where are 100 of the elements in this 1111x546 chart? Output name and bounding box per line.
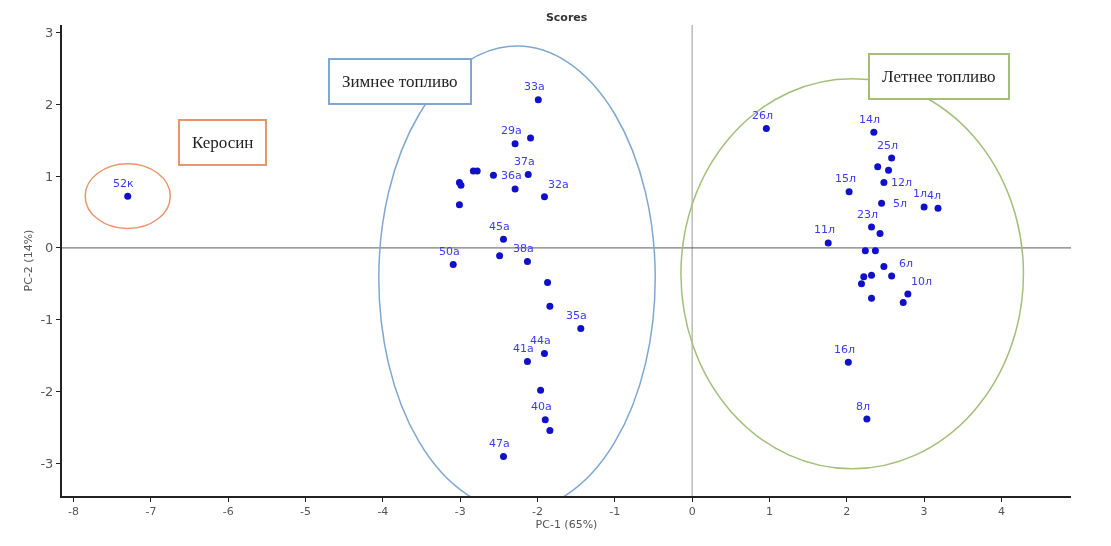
annotation: 35а: [566, 309, 587, 322]
x-tick-label: 1: [765, 505, 773, 519]
point: [868, 223, 876, 231]
point: [511, 140, 519, 148]
point: [546, 302, 554, 310]
annotation: 4л: [927, 189, 942, 202]
point: [878, 199, 886, 207]
y-tick-label: 2: [45, 96, 54, 112]
point: [871, 247, 879, 255]
annotation: 40а: [531, 400, 552, 413]
y-tick-label: 1: [45, 168, 54, 184]
point: [880, 263, 888, 271]
point: [499, 235, 507, 243]
point: [489, 171, 497, 179]
annotation: 1л: [913, 187, 928, 200]
annotation: 36а: [501, 169, 522, 182]
point: [844, 358, 852, 366]
point: [523, 358, 531, 366]
point: [527, 134, 535, 142]
annotation: 6л: [899, 257, 914, 270]
annotation: 14л: [859, 113, 881, 126]
point: [870, 128, 878, 136]
annotation: 50а: [439, 245, 460, 258]
annotation: 12л: [891, 176, 913, 189]
point: [455, 201, 463, 209]
annotation: Зимнее топливо: [342, 72, 458, 91]
annotation: 33а: [524, 80, 545, 93]
point: [863, 415, 871, 423]
x-tick-label: 2: [843, 505, 851, 519]
point: [511, 185, 519, 193]
annotation: 45а: [489, 220, 510, 233]
annotation: Летнее топливо: [882, 67, 996, 86]
y-axis-title: PC-2 (14%): [21, 229, 35, 292]
x-tick-label: 0: [688, 505, 696, 519]
point: [540, 350, 548, 358]
point: [544, 278, 552, 286]
point: [885, 166, 893, 174]
annotation: 32а: [548, 178, 569, 191]
annotation: 16л: [834, 343, 856, 356]
x-tick-label: -3: [454, 505, 466, 519]
x-tick-label: -5: [300, 505, 312, 519]
point: [845, 188, 853, 196]
chart-title: Scores: [545, 11, 588, 25]
annotation: 10л: [911, 275, 933, 288]
point: [537, 386, 545, 394]
annotation: Керосин: [192, 133, 254, 152]
x-tick-label: -1: [609, 505, 621, 519]
y-tick-label: 0: [45, 240, 54, 256]
point: [577, 324, 585, 332]
point: [762, 125, 770, 133]
annotation: 52к: [113, 177, 134, 190]
point: [874, 163, 882, 171]
annotation: 25л: [877, 139, 899, 152]
point: [540, 193, 548, 201]
annotation: 47а: [489, 437, 510, 450]
point: [534, 96, 542, 104]
annotation: 11л: [814, 223, 836, 236]
point: [496, 252, 504, 260]
annotation: 29а: [501, 124, 522, 137]
point: [868, 294, 876, 302]
annotation: 23л: [857, 208, 879, 221]
annotation: 8л: [856, 400, 871, 413]
annotation: 26л: [752, 109, 774, 122]
y-tick-label: 3: [45, 24, 54, 40]
y-tick-label: -1: [40, 312, 54, 328]
x-tick-label: -8: [68, 505, 80, 519]
x-tick-label: -7: [145, 505, 157, 519]
point: [546, 427, 554, 435]
annotation: 38а: [513, 242, 534, 255]
point: [861, 247, 869, 255]
point: [876, 230, 884, 238]
point: [899, 299, 907, 307]
point: [888, 272, 896, 280]
point: [523, 258, 531, 266]
point: [124, 192, 132, 200]
point: [920, 203, 928, 211]
annotation: 15л: [835, 172, 857, 185]
point: [860, 273, 868, 281]
point: [824, 239, 832, 247]
x-tick-label: -4: [377, 505, 389, 519]
point: [934, 204, 942, 212]
annotation: 5л: [893, 197, 908, 210]
point: [499, 452, 507, 460]
point: [449, 260, 457, 268]
point: [888, 154, 896, 162]
y-tick-label: -2: [40, 384, 54, 400]
y-tick-label: -3: [40, 456, 54, 472]
point: [904, 290, 912, 298]
x-axis-title: PC-1 (65%): [535, 518, 598, 532]
annotation: 37а: [514, 155, 535, 168]
point: [541, 416, 549, 424]
point: [524, 171, 532, 179]
x-tick-label: 3: [920, 505, 928, 519]
x-tick-label: 4: [997, 505, 1005, 519]
point: [469, 167, 477, 175]
x-tick-label: -6: [222, 505, 234, 519]
x-tick-label: -2: [532, 505, 543, 519]
point: [868, 271, 876, 279]
point: [880, 178, 888, 186]
point: [857, 280, 865, 288]
